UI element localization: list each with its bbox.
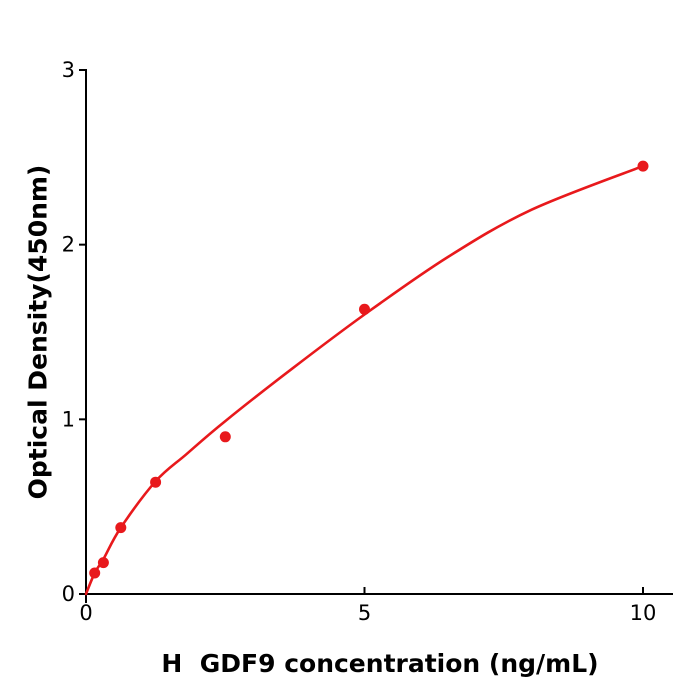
y-tick-label: 1 bbox=[62, 407, 75, 431]
x-tick-label: 5 bbox=[358, 601, 371, 625]
y-tick-label: 3 bbox=[62, 58, 75, 82]
x-tick-label: 0 bbox=[79, 601, 92, 625]
y-tick-label: 2 bbox=[62, 233, 75, 257]
data-point bbox=[97, 557, 109, 569]
data-point bbox=[150, 476, 162, 488]
data-point bbox=[637, 160, 649, 172]
y-tick-label: 0 bbox=[62, 582, 75, 606]
data-point bbox=[115, 522, 127, 534]
y-axis-title: Optical Density(450nm) bbox=[23, 164, 53, 500]
data-point bbox=[359, 303, 370, 315]
x-tick-label: 10 bbox=[630, 601, 657, 625]
x-axis-title: H GDF9 concentration (ng/mL) bbox=[161, 649, 599, 678]
fit-curve-line bbox=[84, 164, 645, 596]
data-point bbox=[219, 431, 231, 443]
data-point bbox=[89, 567, 101, 579]
